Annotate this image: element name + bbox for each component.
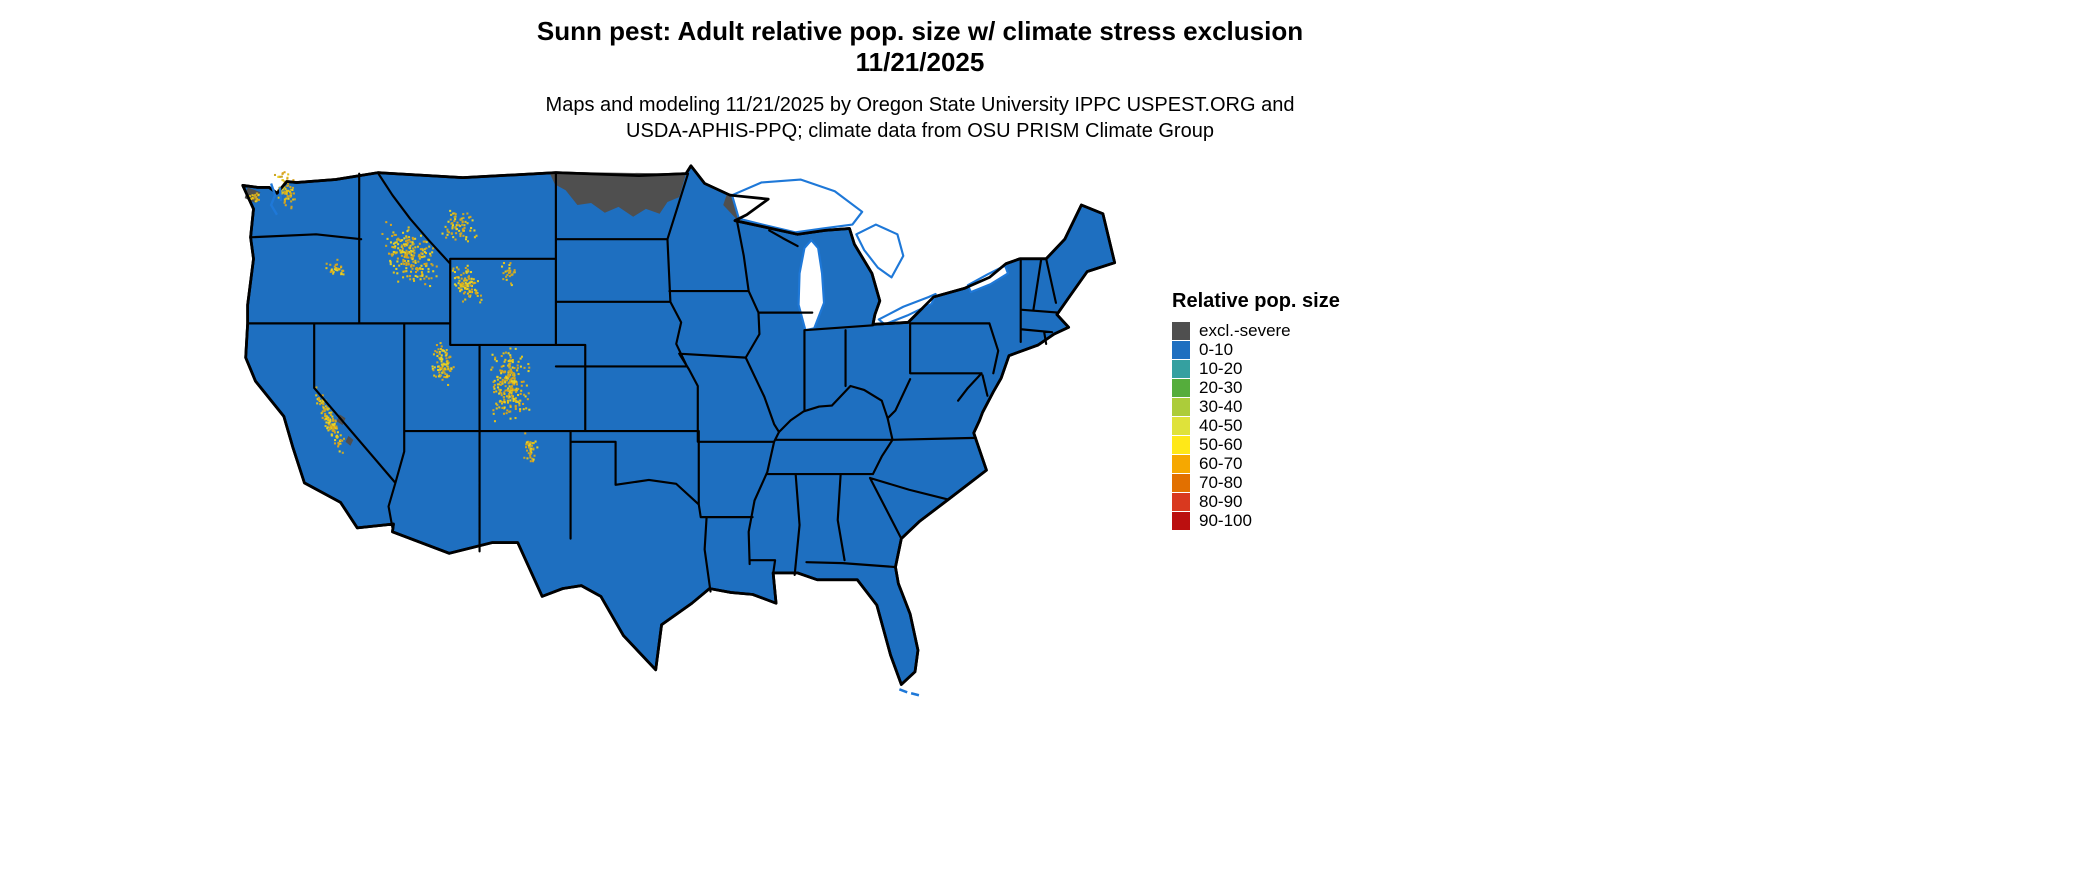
legend-entry: 80-90 (1172, 492, 1340, 511)
legend-entry-label: 80-90 (1199, 491, 1243, 511)
us-map-container (218, 158, 1158, 706)
map-title-line1: Sunn pest: Adult relative pop. size w/ c… (536, 16, 1304, 46)
legend: Relative pop. size excl.-severe 0-10 10-20… (1172, 290, 1340, 530)
legend-entry-label: 60-70 (1199, 453, 1243, 473)
legend-entry-label: 40-50 (1199, 415, 1243, 435)
legend-entry-label: 30-40 (1199, 396, 1243, 416)
legend-entries: excl.-severe 0-10 10-20 20-30 30-40 40-50 50-6… (1172, 321, 1340, 530)
legend-swatch (1172, 511, 1190, 530)
us-landmass (241, 164, 1117, 686)
legend-swatch (1172, 416, 1190, 435)
legend-title: Relative pop. size (1172, 290, 1340, 312)
legend-entry: 90-100 (1172, 511, 1340, 530)
legend-swatch (1172, 435, 1190, 454)
legend-entry-label: 0-10 (1199, 339, 1234, 359)
legend-entry: 30-40 (1172, 397, 1340, 416)
lake-michigan (797, 239, 826, 332)
legend-entry-label: 10-20 (1199, 358, 1243, 378)
lake-huron (855, 223, 905, 279)
legend-entry: 50-60 (1172, 435, 1340, 454)
legend-entry: 70-80 (1172, 473, 1340, 492)
legend-entry: 0-10 (1172, 340, 1340, 359)
florida-keys (898, 688, 920, 697)
legend-entry: 60-70 (1172, 454, 1340, 473)
legend-entry: 20-30 (1172, 378, 1340, 397)
legend-swatch (1172, 473, 1190, 492)
legend-entry: 10-20 (1172, 359, 1340, 378)
title-block: Sunn pest: Adult relative pop. size w/ c… (0, 16, 1840, 144)
legend-entry: 40-50 (1172, 416, 1340, 435)
legend-entry-label: 50-60 (1199, 434, 1243, 454)
legend-swatch (1172, 340, 1190, 359)
exclusion-region-montana-north-dakota (549, 171, 687, 217)
legend-entry-label: 20-30 (1199, 377, 1243, 397)
legend-entry: excl.-severe (1172, 321, 1340, 340)
map-title-date: 11/21/2025 (855, 47, 985, 77)
legend-swatch (1172, 321, 1190, 340)
legend-entry-label: 90-100 (1199, 510, 1252, 530)
state-borders (246, 171, 1059, 593)
lake-superior (730, 178, 864, 234)
us-outline (241, 164, 1117, 686)
legend-swatch (1172, 397, 1190, 416)
legend-swatch (1172, 378, 1190, 397)
legend-entry-label: 70-80 (1199, 472, 1243, 492)
us-map (241, 164, 1117, 697)
puget-sound (269, 183, 283, 216)
legend-entry-label: excl.-severe (1199, 320, 1291, 340)
legend-swatch (1172, 492, 1190, 511)
great-lakes (730, 178, 1010, 332)
legend-swatch (1172, 454, 1190, 473)
map-subtitle-line1: Maps and modeling 11/21/2025 by Oregon S… (545, 94, 1295, 116)
exclusion-speck-sierra-2 (345, 435, 354, 446)
map-subtitle-line2: USDA-APHIS-PPQ; climate data from OSU PR… (626, 120, 1214, 142)
legend-swatch (1172, 359, 1190, 378)
